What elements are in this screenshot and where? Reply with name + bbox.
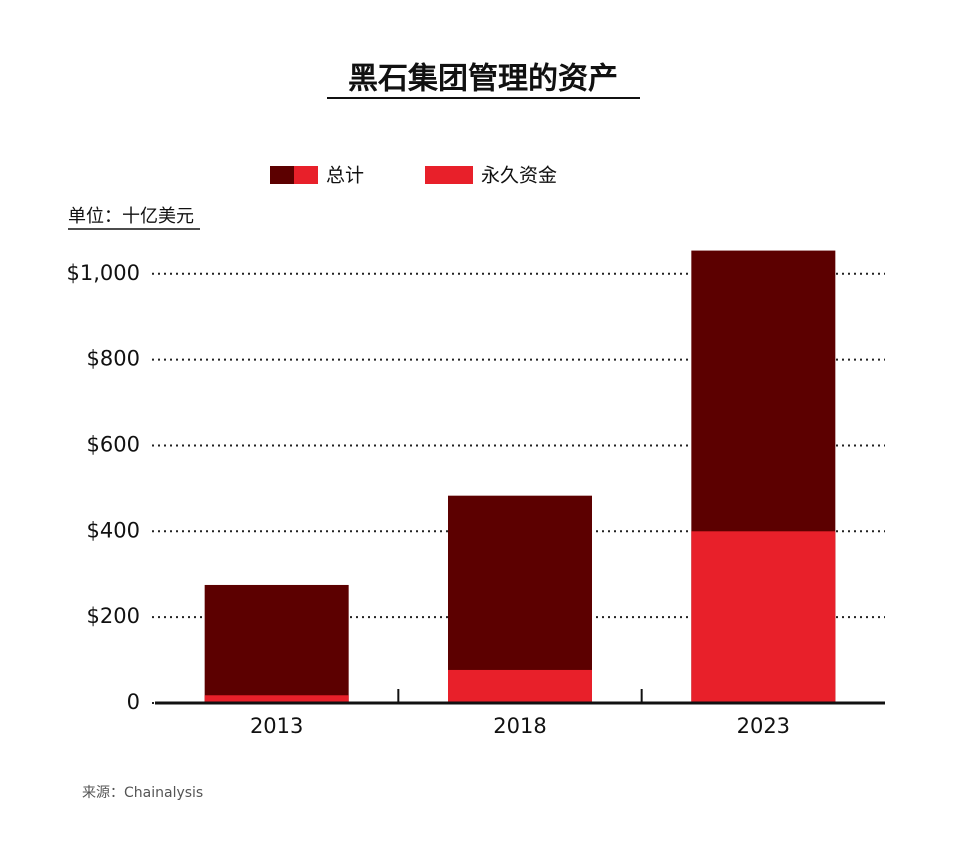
bar xyxy=(204,584,349,703)
legend-swatch xyxy=(294,166,318,184)
bar xyxy=(448,669,592,703)
y-tick-label: $200 xyxy=(87,604,140,628)
legend-swatch xyxy=(270,166,294,184)
y-tick-label: $800 xyxy=(87,347,140,371)
bar xyxy=(448,495,592,703)
unit-label: 单位：十亿美元 xyxy=(68,206,194,227)
bar xyxy=(204,695,349,703)
legend-label: 永久资金 xyxy=(481,165,557,187)
legend-label: 总计 xyxy=(326,165,364,187)
x-tick-label: 2013 xyxy=(250,714,303,738)
legend-swatch xyxy=(425,166,473,184)
y-tick-label: $1,000 xyxy=(67,261,140,285)
y-tick-label: 0 xyxy=(127,690,140,714)
y-tick-label: $600 xyxy=(87,432,140,456)
x-tick-label: 2023 xyxy=(737,714,790,738)
x-tick-label: 2018 xyxy=(493,714,546,738)
source: 来源：Chainalysis xyxy=(82,785,203,801)
y-tick-label: $400 xyxy=(87,518,140,542)
chart-title: 黑石集团管理的资产 xyxy=(348,62,618,97)
bar xyxy=(691,531,836,703)
